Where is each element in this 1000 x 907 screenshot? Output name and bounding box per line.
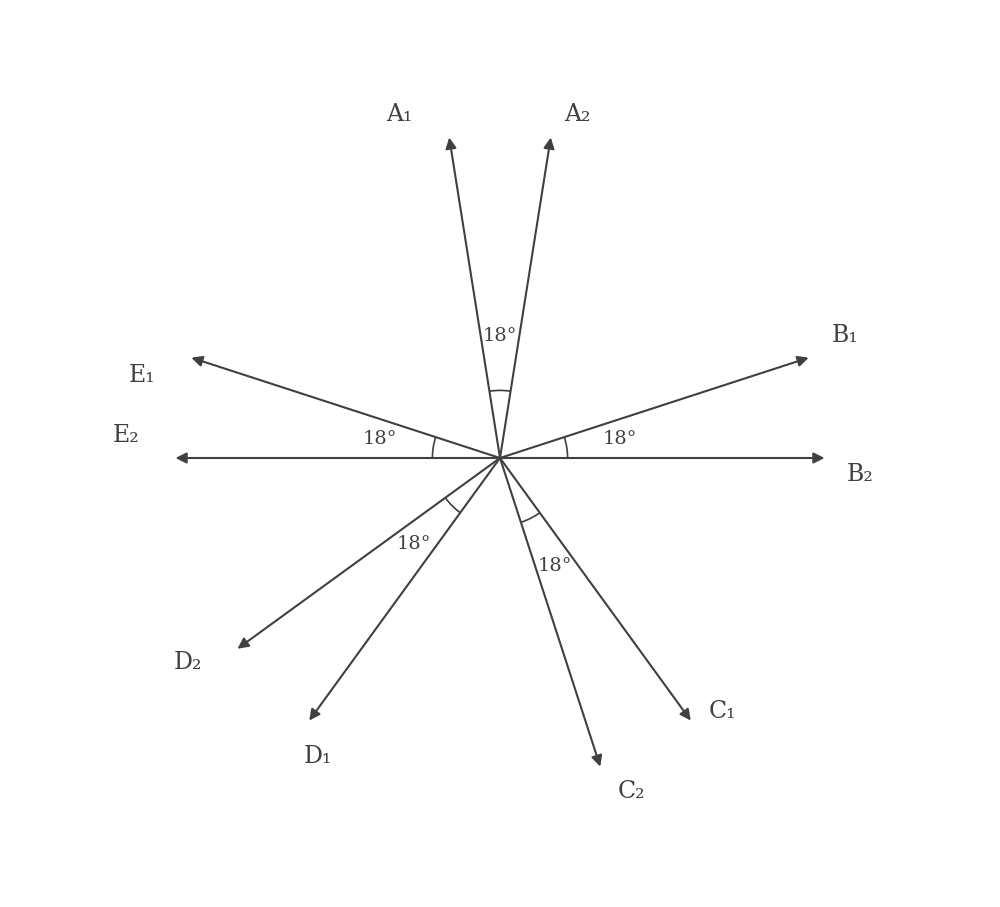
- Text: 18°: 18°: [397, 535, 431, 553]
- Text: 18°: 18°: [538, 558, 572, 575]
- Text: D₁: D₁: [304, 746, 332, 768]
- Text: C₁: C₁: [709, 700, 736, 723]
- Text: 18°: 18°: [483, 327, 517, 346]
- Text: 18°: 18°: [363, 430, 397, 448]
- Text: 18°: 18°: [603, 430, 637, 448]
- Text: A₂: A₂: [565, 103, 591, 126]
- Text: A₁: A₁: [386, 103, 413, 126]
- Text: D₂: D₂: [174, 651, 202, 674]
- Text: B₂: B₂: [847, 463, 874, 486]
- Text: E₁: E₁: [128, 365, 155, 387]
- Text: E₂: E₂: [113, 424, 139, 447]
- Text: B₁: B₁: [831, 324, 858, 346]
- Text: C₂: C₂: [618, 780, 646, 804]
